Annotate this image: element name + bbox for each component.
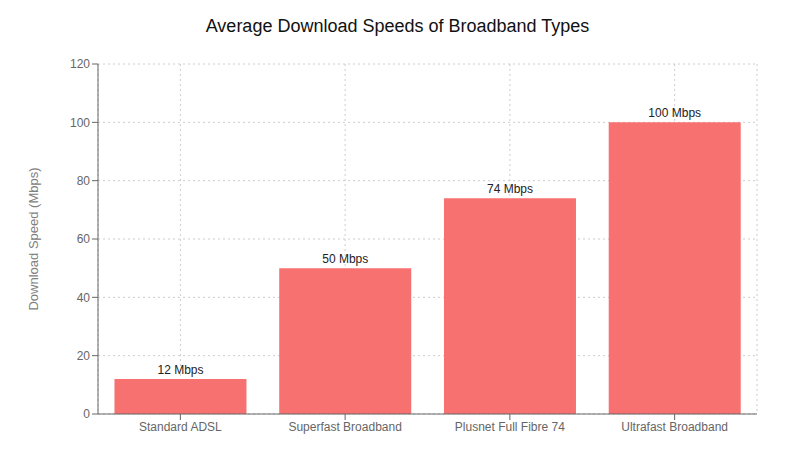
svg-text:40: 40	[77, 291, 91, 305]
svg-text:Plusnet Full Fibre 74: Plusnet Full Fibre 74	[455, 420, 565, 434]
svg-text:12 Mbps: 12 Mbps	[157, 363, 203, 377]
svg-text:100 Mbps: 100 Mbps	[648, 106, 701, 120]
svg-text:50 Mbps: 50 Mbps	[322, 252, 368, 266]
svg-text:20: 20	[77, 349, 91, 363]
svg-text:80: 80	[77, 174, 91, 188]
svg-text:0: 0	[83, 407, 90, 421]
svg-text:74 Mbps: 74 Mbps	[487, 182, 533, 196]
svg-text:Download Speed (Mbps): Download Speed (Mbps)	[26, 167, 41, 310]
svg-text:Standard ADSL: Standard ADSL	[139, 420, 222, 434]
svg-text:Superfast Broadband: Superfast Broadband	[288, 420, 401, 434]
svg-text:120: 120	[70, 57, 90, 71]
svg-text:60: 60	[77, 232, 91, 246]
svg-text:Ultrafast Broadband: Ultrafast Broadband	[621, 420, 728, 434]
html-text:Average Download Speeds of Bro: Average Download Speeds of Broadband Typ…	[205, 16, 590, 36]
svg-text:100: 100	[70, 116, 90, 130]
